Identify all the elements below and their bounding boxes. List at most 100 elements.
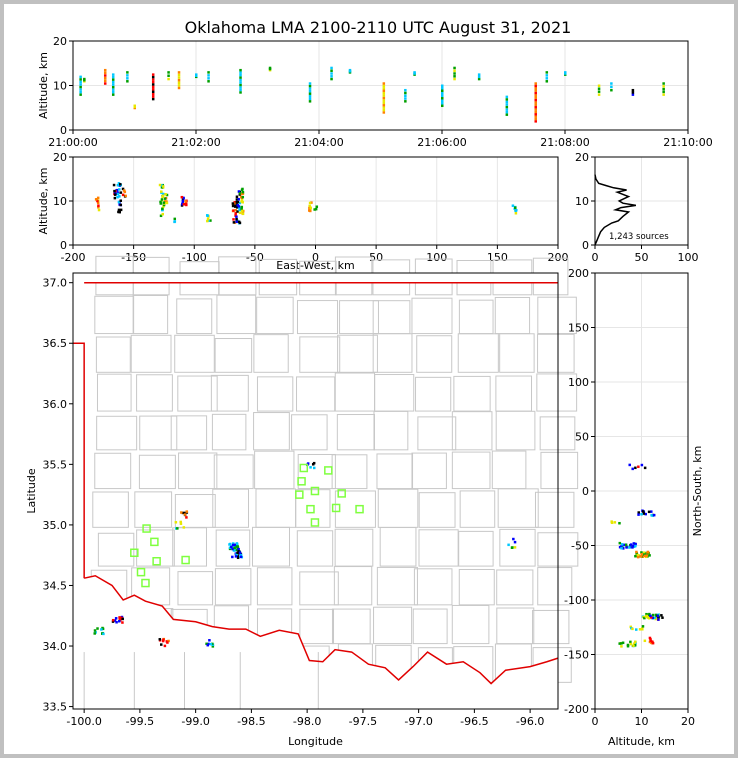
axes-frame xyxy=(72,40,689,131)
lightning-source-point xyxy=(330,66,333,70)
lightning-source-point xyxy=(231,204,235,208)
lightning-source-point xyxy=(648,554,651,557)
county-line xyxy=(415,376,452,412)
lightning-source-point xyxy=(208,639,211,642)
county-line xyxy=(333,566,373,606)
lightning-source-point xyxy=(648,612,651,616)
y-tick-label: 20 xyxy=(575,151,589,164)
lightning-source-point xyxy=(163,644,167,648)
lightning-source-point xyxy=(97,208,101,212)
county-line xyxy=(453,375,491,412)
lightning-source-point xyxy=(308,209,311,212)
lma-station-marker xyxy=(310,486,320,496)
lightning-source-point xyxy=(112,183,116,187)
y-tick-label: 0 xyxy=(582,239,589,252)
lightning-source-point xyxy=(103,82,107,85)
lightning-source-point xyxy=(177,81,181,85)
lightning-source-point xyxy=(628,546,631,549)
lightning-source-point xyxy=(236,204,239,207)
lightning-source-point xyxy=(308,204,311,208)
county-line xyxy=(251,526,291,567)
y-tick-label: 100 xyxy=(568,376,589,389)
lightning-source-point xyxy=(177,76,181,79)
lma-station-marker xyxy=(306,504,315,514)
lightning-source-point xyxy=(564,71,567,74)
lightning-source-point xyxy=(239,195,243,199)
lightning-source-point xyxy=(162,203,166,207)
lightning-source-point xyxy=(308,87,312,90)
y-tick-label: 37.0 xyxy=(43,277,68,290)
state-border-red-river xyxy=(83,574,559,685)
county-line xyxy=(372,300,411,335)
lightning-source-point xyxy=(205,642,208,646)
lightning-source-point xyxy=(174,521,178,524)
county-line xyxy=(534,491,575,528)
lightning-source-point xyxy=(111,90,115,94)
x-tick-label: -96.5 xyxy=(460,715,488,728)
lightning-source-point xyxy=(308,89,312,93)
county-line xyxy=(214,568,252,606)
lightning-source-point xyxy=(181,200,185,203)
county-line xyxy=(295,489,331,528)
lightning-source-point xyxy=(646,550,650,554)
lightning-source-point xyxy=(96,196,100,200)
x-axis-label: Altitude, km xyxy=(608,735,675,748)
lightning-source-point xyxy=(207,74,210,77)
lightning-source-point xyxy=(620,544,623,548)
lightning-source-point xyxy=(657,618,660,621)
lightning-source-point xyxy=(382,108,386,112)
lightning-source-point xyxy=(111,93,115,96)
lightning-source-point xyxy=(166,641,169,644)
lightning-source-point xyxy=(648,636,652,640)
lightning-source-point xyxy=(382,99,386,102)
lightning-source-point xyxy=(111,78,115,81)
lightning-source-point xyxy=(382,96,386,100)
lightning-source-point xyxy=(233,543,236,547)
y-tick-label: 0 xyxy=(582,485,589,498)
county-line xyxy=(537,333,575,373)
x-tick-label: 100 xyxy=(678,251,699,264)
county-line xyxy=(170,415,208,451)
lightning-source-point xyxy=(639,555,643,558)
lightning-source-point xyxy=(231,555,234,559)
lightning-source-point xyxy=(643,466,647,470)
lightning-source-point xyxy=(207,71,210,74)
lightning-source-point xyxy=(177,86,181,90)
lightning-source-point xyxy=(597,93,601,96)
lightning-source-point xyxy=(505,108,509,111)
lightning-source-point xyxy=(620,547,623,550)
lightning-source-point xyxy=(382,87,386,90)
lightning-source-point xyxy=(182,526,186,529)
lightning-source-point xyxy=(310,201,313,204)
county-line xyxy=(299,571,339,606)
lightning-source-point xyxy=(633,643,637,647)
lma-figure: Oklahoma LMA 2100-2110 UTC August 31, 20… xyxy=(25,18,713,748)
lightning-source-point xyxy=(534,98,537,102)
county-line xyxy=(254,450,295,490)
lightning-source-point xyxy=(133,104,136,108)
lightning-source-point xyxy=(209,642,213,646)
lightning-source-point xyxy=(124,194,127,198)
lightning-source-point xyxy=(161,639,165,643)
lightning-source-point xyxy=(103,79,107,83)
lightning-source-point xyxy=(631,88,635,92)
lightning-source-point xyxy=(631,546,634,549)
lightning-source-point xyxy=(206,219,209,223)
x-tick-label: 200 xyxy=(548,251,569,264)
lightning-source-point xyxy=(240,209,244,213)
lightning-source-point xyxy=(330,77,333,81)
lightning-source-point xyxy=(103,74,107,77)
lightning-source-point xyxy=(239,83,242,87)
y-tick-label: 200 xyxy=(568,267,589,280)
x-tick-label: -100 xyxy=(182,251,207,264)
county-line xyxy=(297,453,336,490)
lightning-source-point xyxy=(237,190,241,193)
lightning-source-point xyxy=(167,71,170,74)
x-tick-label: 21:04:00 xyxy=(294,136,343,149)
lightning-source-point xyxy=(629,543,633,546)
lightning-source-point xyxy=(239,91,242,94)
lightning-source-point xyxy=(308,100,312,103)
county-line xyxy=(374,374,415,412)
lightning-source-point xyxy=(235,548,238,552)
lightning-source-point xyxy=(195,73,198,76)
